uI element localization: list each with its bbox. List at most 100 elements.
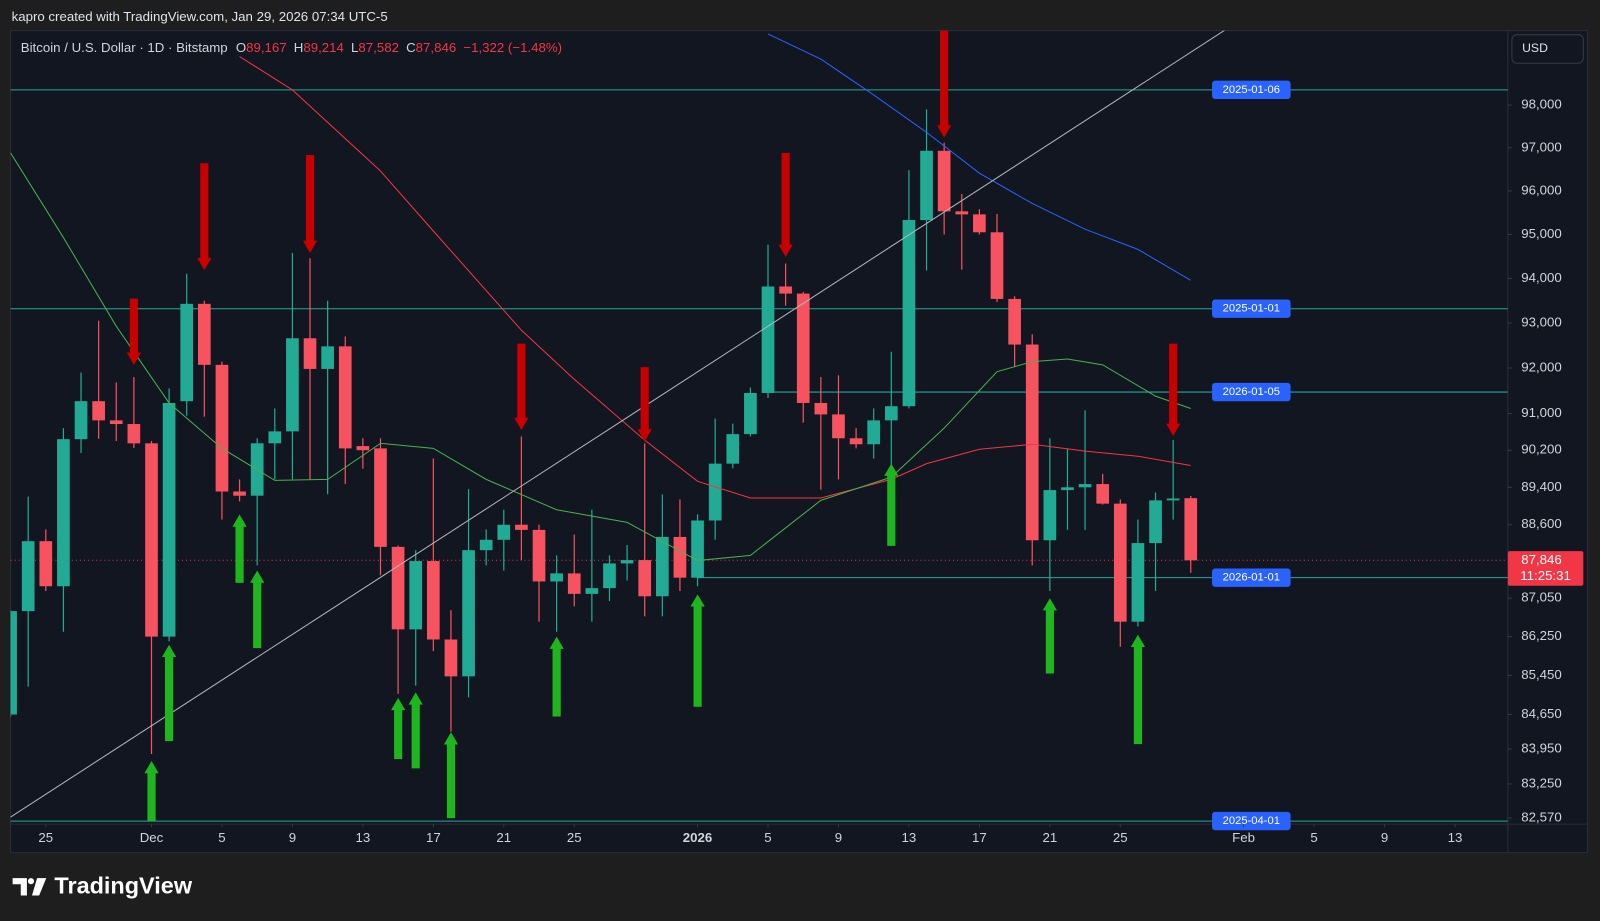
candle-body	[1061, 487, 1074, 491]
signal-arrow	[144, 760, 159, 822]
signal-arrow	[549, 636, 564, 717]
candle-body	[1008, 298, 1021, 345]
y-tick-label: 85,450	[1521, 667, 1562, 682]
y-tick-label: 84,650	[1521, 706, 1562, 721]
y-tick-label: 86,250	[1521, 628, 1562, 643]
y-tick-label: 89,400	[1521, 479, 1562, 494]
signal-arrow	[232, 514, 247, 583]
x-tick-label: 17	[426, 830, 441, 845]
y-tick-label: 97,000	[1521, 139, 1562, 154]
y-tick-label: 82,570	[1521, 810, 1562, 825]
legend-key: H	[294, 39, 304, 54]
y-tick-label: 87,050	[1521, 590, 1562, 605]
legend: Bitcoin / U.S. Dollar · 1D · Bitstamp O89…	[21, 39, 562, 54]
candle-body	[39, 541, 53, 587]
indicator-line	[767, 33, 1191, 281]
candle-body	[1096, 484, 1110, 504]
candle-body	[444, 639, 458, 677]
indicator-line	[239, 56, 1191, 499]
legend-value: 87,582	[358, 39, 399, 54]
level-label: 2025-04-01	[1223, 815, 1280, 827]
legend-value: 89,214	[303, 39, 344, 54]
x-tick-label: 9	[289, 830, 296, 845]
candle-body	[409, 561, 423, 630]
legend-change: −1,322 (−1.48%)	[463, 39, 562, 54]
x-tick-label: 13	[1448, 830, 1463, 845]
candle-body	[479, 539, 493, 551]
logo-mark	[31, 878, 47, 896]
attribution: kapro created with TradingView.com, Jan …	[12, 9, 388, 24]
x-tick-label: 5	[1310, 830, 1317, 845]
candle-body	[215, 364, 229, 492]
x-tick-label: 2026	[683, 830, 712, 845]
candle-body	[744, 392, 757, 435]
candle-body	[973, 214, 986, 233]
signal-arrow	[126, 298, 142, 365]
y-tick-label: 95,000	[1521, 226, 1562, 241]
candle-body	[638, 560, 652, 597]
signal-arrow	[408, 692, 423, 769]
x-tick-label: 13	[902, 830, 917, 845]
logo-mark	[27, 878, 35, 885]
candle-body	[10, 611, 17, 715]
currency-label: USD	[1522, 41, 1548, 55]
candle-body	[532, 529, 546, 582]
y-tick-label: 91,000	[1521, 405, 1562, 420]
level-label: 2025-01-01	[1223, 303, 1280, 315]
candle-body	[620, 560, 634, 564]
candle-body	[902, 220, 916, 407]
level-label-box	[1212, 568, 1291, 587]
candle-body	[796, 293, 810, 403]
signal-arrow	[637, 367, 652, 442]
candle-body	[162, 402, 176, 637]
candle-body	[708, 463, 722, 521]
x-tick-label: 17	[972, 830, 987, 845]
signal-arrow	[161, 644, 177, 742]
x-tick-label: 25	[38, 830, 53, 845]
x-tick-label: 21	[1042, 830, 1057, 845]
y-tick-label: 90,200	[1521, 442, 1562, 457]
candle-body	[391, 546, 405, 630]
countdown-label: 11:25:31	[1520, 568, 1571, 583]
candle-body	[779, 286, 792, 294]
y-tick-label: 96,000	[1521, 182, 1562, 197]
legend-key: O	[236, 39, 246, 54]
y-tick-label: 92,000	[1521, 360, 1562, 375]
y-tick-label: 98,000	[1521, 97, 1562, 112]
candle-body	[426, 561, 440, 640]
candle-body	[180, 303, 194, 402]
candle-body	[1131, 543, 1145, 622]
signal-arrow	[936, 30, 952, 138]
candle-body	[338, 346, 352, 449]
candle-body	[1025, 344, 1039, 541]
y-tick-label: 88,600	[1521, 516, 1562, 531]
level-label: 2025-01-06	[1223, 84, 1280, 96]
x-tick-label: 13	[355, 830, 370, 845]
last-price-box	[1507, 551, 1584, 586]
candle-body	[268, 431, 282, 444]
candle-body	[761, 286, 775, 393]
candle-body	[832, 414, 845, 439]
candle-body	[867, 420, 881, 445]
candle-body	[1078, 484, 1092, 488]
level-label: 2026-01-05	[1223, 386, 1280, 398]
candle-body	[321, 346, 334, 369]
candle-body	[884, 406, 898, 421]
candle-body	[374, 448, 387, 547]
candle-body	[57, 439, 70, 587]
level-label-box	[1212, 299, 1291, 318]
candle-body	[937, 150, 951, 212]
y-tick-label: 93,000	[1521, 315, 1562, 330]
legend-key: L	[351, 39, 358, 54]
brand-logo	[12, 878, 47, 896]
brand-name: TradingView	[54, 873, 192, 899]
candle-body	[21, 541, 35, 612]
overlay: 2025-01-06 2025-01-01 2026-01-05 2026-01-01…	[1212, 80, 1584, 831]
candle-body	[567, 573, 581, 594]
signal-arrow	[778, 152, 793, 257]
candle-body	[920, 150, 933, 221]
currency-button[interactable]	[1511, 34, 1584, 64]
x-tick-label: Dec	[140, 830, 164, 845]
